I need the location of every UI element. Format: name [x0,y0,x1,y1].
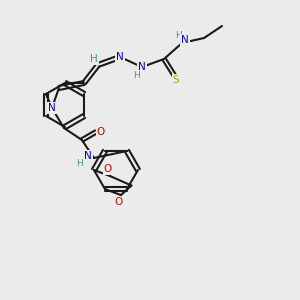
Text: H: H [76,160,83,169]
Text: H: H [175,32,182,40]
Text: O: O [104,164,112,174]
Text: O: O [115,197,123,207]
Text: S: S [173,75,179,85]
Text: N: N [116,52,124,62]
Text: O: O [97,127,105,137]
Text: N: N [138,62,146,72]
Text: N: N [84,151,92,161]
Text: N: N [48,103,56,113]
Text: N: N [181,35,189,45]
Text: H: H [133,71,140,80]
Text: H: H [90,54,98,64]
